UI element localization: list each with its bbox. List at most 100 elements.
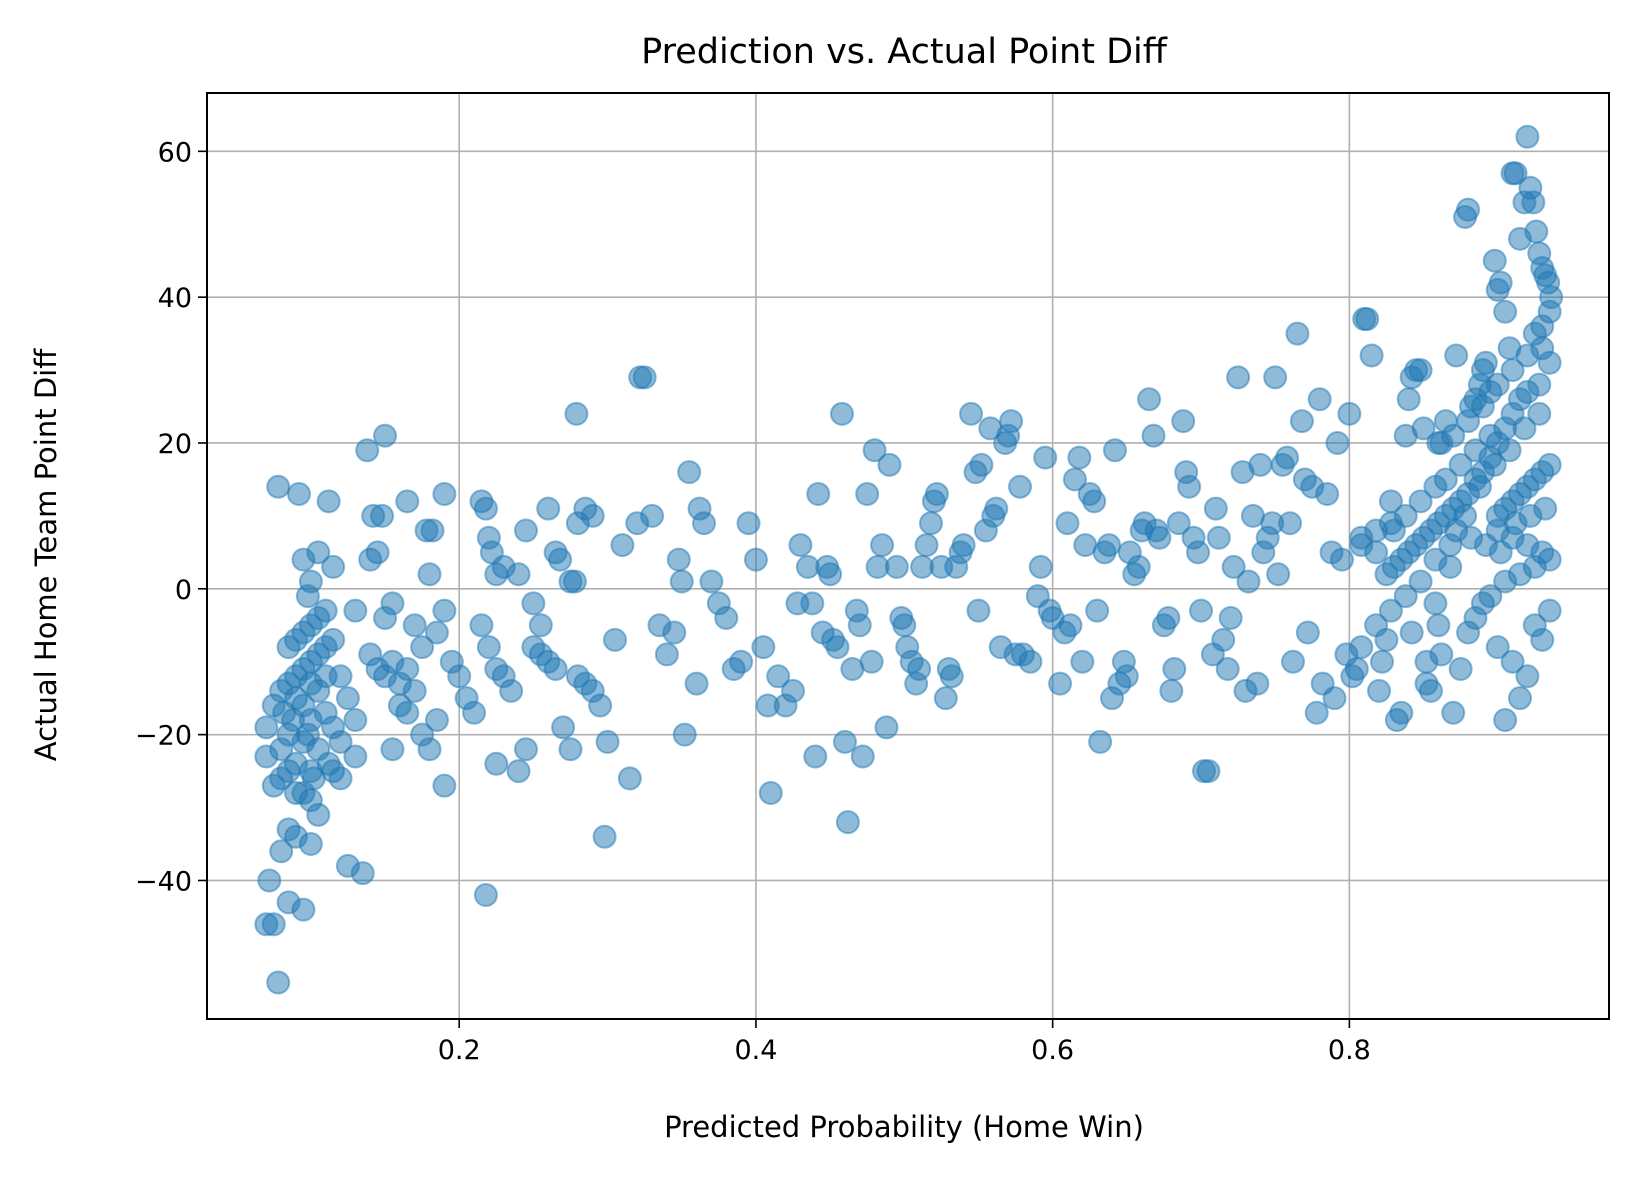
data-point (1126, 554, 1151, 579)
data-point (562, 569, 587, 594)
data-point (269, 839, 294, 864)
data-point (266, 970, 291, 995)
data-point (829, 401, 854, 426)
data-point (1456, 197, 1481, 222)
data-point (1467, 474, 1492, 499)
data-point (254, 715, 279, 740)
data-point (513, 737, 538, 762)
data-point (966, 598, 991, 623)
y-tick-label: 0 (175, 575, 192, 606)
data-point (1162, 657, 1187, 682)
data-point (1418, 678, 1443, 703)
y-tick-label: 60 (158, 137, 192, 168)
data-point (469, 613, 494, 638)
data-point (506, 759, 531, 784)
data-point (1478, 423, 1503, 448)
data-point (818, 562, 843, 587)
data-point (1515, 343, 1540, 368)
x-tick-label: 0.6 (1031, 1035, 1074, 1066)
data-point (261, 912, 286, 937)
data-point (1141, 423, 1166, 448)
data-point (298, 832, 323, 857)
data-point (933, 686, 958, 711)
data-point (729, 649, 754, 674)
plot-area-frame (206, 92, 1610, 1020)
data-point (640, 503, 665, 528)
data-point (1349, 525, 1374, 550)
data-point (1171, 409, 1196, 434)
data-point (766, 664, 791, 689)
data-point (395, 657, 420, 682)
data-point (1166, 511, 1191, 536)
data-point (1236, 569, 1261, 594)
data-point (595, 729, 620, 754)
data-point (850, 744, 875, 769)
data-point (316, 751, 341, 776)
data-point (1322, 686, 1347, 711)
data-point (1307, 387, 1332, 412)
data-point (1082, 489, 1107, 514)
x-tick-label: 0.8 (1328, 1035, 1371, 1066)
data-point (257, 868, 282, 893)
data-point (1515, 124, 1540, 149)
data-point (432, 773, 457, 798)
data-point (506, 562, 531, 587)
data-point (692, 511, 717, 536)
data-point (373, 423, 398, 448)
data-point (1393, 584, 1418, 609)
data-point (1159, 678, 1184, 703)
data-point (1493, 569, 1518, 594)
data-point (402, 678, 427, 703)
data-point (551, 715, 576, 740)
data-point (580, 503, 605, 528)
data-point (473, 496, 498, 521)
axis-ticks: 0.2 0.4 0.6 0.8 −40 −20 0 20 40 60 (135, 137, 1371, 1066)
data-point (1364, 613, 1389, 638)
data-point (1248, 452, 1273, 477)
data-point (803, 744, 828, 769)
data-point (1058, 613, 1083, 638)
data-point (1263, 365, 1288, 390)
data-point (1245, 671, 1270, 696)
data-point (1070, 649, 1095, 674)
data-point (1493, 299, 1518, 324)
data-point (1493, 708, 1518, 733)
data-point (907, 657, 932, 682)
data-point (1448, 657, 1473, 682)
data-point (1485, 372, 1510, 397)
data-point (432, 482, 457, 507)
data-point (1423, 591, 1448, 616)
data-point (847, 613, 872, 638)
data-point (558, 737, 583, 762)
data-point (699, 569, 724, 594)
data-point (335, 686, 360, 711)
data-point (1463, 438, 1488, 463)
data-point (1315, 482, 1340, 507)
data-point (1156, 605, 1181, 630)
data-point (313, 664, 338, 689)
data-point (825, 635, 850, 660)
data-point (1147, 525, 1172, 550)
data-point (874, 715, 899, 740)
data-point (1337, 401, 1362, 426)
data-point (306, 802, 331, 827)
data-point (328, 729, 353, 754)
data-point (1448, 452, 1473, 477)
data-point (316, 489, 341, 514)
data-point (1206, 525, 1231, 550)
data-point (365, 540, 390, 565)
data-point (462, 700, 487, 725)
data-point (1018, 649, 1043, 674)
data-point (1289, 409, 1314, 434)
data-point (1512, 416, 1537, 441)
data-point (1503, 161, 1528, 186)
data-point (800, 591, 825, 616)
data-point (1522, 613, 1547, 638)
data-point (1470, 394, 1495, 419)
data-point (1189, 598, 1214, 623)
data-point (939, 664, 964, 689)
y-tick-label: −40 (135, 866, 192, 897)
data-point (870, 533, 895, 558)
data-point (632, 365, 657, 390)
